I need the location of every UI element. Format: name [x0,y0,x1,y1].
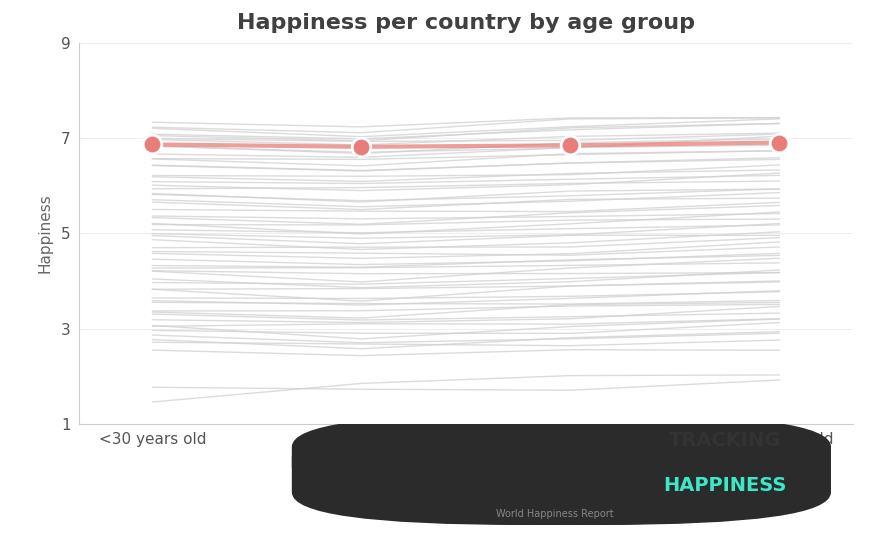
Text: World Happiness Report: World Happiness Report [495,509,613,519]
Point [354,143,368,151]
Y-axis label: Happiness: Happiness [38,194,53,273]
FancyBboxPatch shape [291,414,772,525]
FancyBboxPatch shape [573,445,628,461]
Text: ×: × [619,452,640,476]
Polygon shape [457,440,520,489]
Title: Happiness per country by age group: Happiness per country by age group [236,13,694,33]
Text: TRACKING: TRACKING [668,430,781,450]
FancyBboxPatch shape [291,424,807,500]
Point [563,141,577,150]
Point [772,138,786,147]
FancyBboxPatch shape [349,414,830,525]
Text: HAPPINESS: HAPPINESS [663,476,786,495]
Polygon shape [598,460,636,492]
FancyBboxPatch shape [327,414,807,525]
Point [145,140,159,148]
